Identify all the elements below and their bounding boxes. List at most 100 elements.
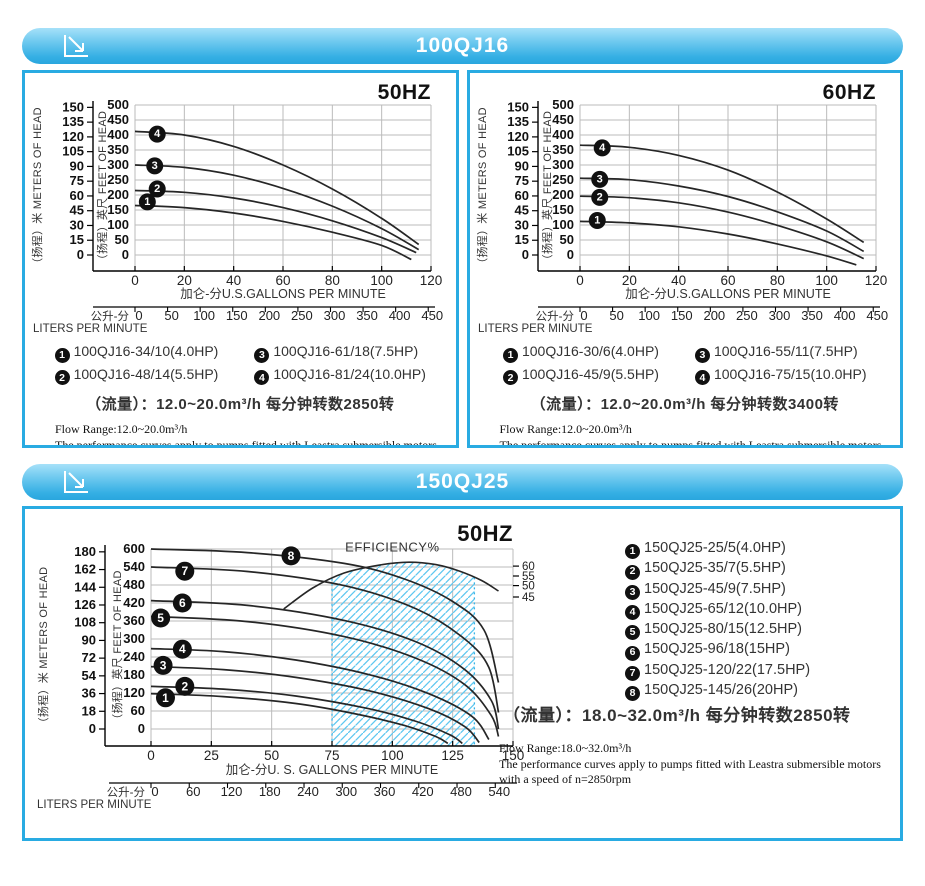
svg-text:126: 126 (74, 597, 96, 612)
svg-text:250: 250 (736, 308, 758, 323)
svg-text:300: 300 (768, 308, 790, 323)
panel-100qj16-50hz: 0 20 40 60 80 100 120 加仑-分U.S.GALLONS PER MINUT… (22, 70, 459, 448)
flow-note-en-50hz: Flow Range:12.0~20.0m³/h The performance… (55, 422, 448, 445)
svg-text:30: 30 (514, 217, 528, 232)
svg-text:0: 0 (122, 247, 129, 262)
curve-legend-100qj16-50hz: 1 100QJ16-34/10(4.0HP) 2 100QJ16-48/14(5.5H… (25, 342, 456, 385)
catalog-page: 100QJ16 0 20 40 60 80 100 120 加仑-分U.S.GALLONS P… (0, 28, 925, 886)
curve-number-badge: 3 (625, 584, 640, 600)
svg-text:120: 120 (864, 273, 887, 288)
curve-number-badge: 3 (254, 347, 270, 363)
svg-text:60: 60 (720, 273, 735, 288)
svg-text:250: 250 (552, 172, 574, 187)
curve-number-badge: 8 (625, 686, 640, 701)
legend-item: 2 100QJ16-45/9(5.5HP) (502, 365, 659, 385)
svg-text:50: 50 (609, 308, 623, 323)
svg-text:（扬程）米 METERS OF HEAD: （扬程）米 METERS OF HEAD (30, 107, 44, 269)
curve-number-badge: 1 (54, 347, 70, 363)
svg-text:480: 480 (450, 784, 472, 799)
svg-text:500: 500 (552, 97, 574, 112)
corner-arrow-icon (64, 35, 88, 57)
legend-label: 150QJ25-80/15(12.5HP) (644, 621, 802, 637)
svg-text:200: 200 (552, 187, 574, 202)
svg-text:公升-分: 公升-分 (91, 310, 130, 323)
flow-range-line: Flow Range:12.0~20.0m³/h (499, 422, 632, 436)
flow-rate-cn-60hz: （流量）：12.0~20.0m³/h 每分钟转数3400转 (530, 396, 839, 413)
svg-text:50HZ: 50HZ (457, 523, 513, 546)
svg-text:300: 300 (552, 157, 574, 172)
legend-label: 100QJ16-81/24(10.0HP) (273, 365, 426, 382)
svg-text:6: 6 (179, 596, 186, 610)
svg-text:0: 0 (576, 273, 584, 288)
svg-text:150: 150 (62, 99, 84, 114)
svg-text:4: 4 (599, 142, 606, 154)
svg-text:450: 450 (552, 112, 574, 127)
svg-text:50: 50 (522, 581, 535, 593)
pump-chart-100qj16-50hz: 0 20 40 60 80 100 120 加仑-分U.S.GALLONS PER MINUT… (29, 81, 456, 340)
svg-text:40: 40 (226, 273, 241, 288)
legend-item: 4 150QJ25-65/12(10.0HP) (625, 600, 810, 620)
svg-text:（扬程）英尺 FEET OF HEAD: （扬程）英尺 FEET OF HEAD (95, 111, 109, 266)
curve-number-badge: 7 (625, 665, 640, 681)
svg-text:150: 150 (226, 308, 248, 323)
svg-text:200: 200 (107, 187, 129, 202)
curve-number-badge: 1 (502, 347, 518, 363)
svg-text:420: 420 (412, 784, 434, 799)
legend-item: 5 150QJ25-80/15(12.5HP) (625, 620, 810, 641)
performance-note-line: The performance curves apply to pumps fi… (499, 756, 881, 771)
svg-text:公升-分: 公升-分 (107, 786, 146, 799)
corner-arrow-icon (64, 471, 88, 493)
svg-text:180: 180 (74, 544, 96, 559)
svg-text:420: 420 (123, 595, 145, 610)
svg-text:300: 300 (123, 631, 145, 646)
legend-label: 100QJ16-75/15(10.0HP) (713, 365, 867, 382)
svg-text:45: 45 (70, 203, 84, 218)
svg-text:（扬程）英尺 FEET OF HEAD: （扬程）英尺 FEET OF HEAD (110, 570, 124, 725)
legend-label: 100QJ16-55/11(7.5HP) (713, 343, 858, 359)
svg-text:5: 5 (157, 611, 164, 625)
svg-text:200: 200 (703, 308, 725, 323)
svg-text:0: 0 (131, 273, 139, 288)
flow-note-en-60hz: Flow Range:12.0~20.0m³/h The performance… (499, 422, 893, 448)
section-title-100qj16: 100QJ16 (415, 34, 510, 57)
performance-note-line: The performance curves apply to pumps fi… (499, 437, 882, 448)
svg-text:2: 2 (154, 183, 160, 195)
svg-text:60: 60 (514, 188, 528, 203)
svg-text:120: 120 (62, 129, 84, 144)
svg-text:125: 125 (441, 748, 464, 763)
svg-text:0: 0 (151, 784, 158, 799)
svg-text:4: 4 (179, 642, 186, 656)
svg-text:100: 100 (193, 308, 215, 323)
svg-text:240: 240 (297, 784, 319, 799)
svg-text:240: 240 (123, 649, 145, 664)
section-title-150qj25: 150QJ25 (415, 470, 510, 493)
svg-text:3: 3 (152, 160, 158, 172)
svg-text:350: 350 (552, 142, 574, 157)
curve-number-badge: 2 (54, 370, 70, 385)
svg-text:350: 350 (356, 308, 378, 323)
svg-text:120: 120 (507, 129, 529, 144)
svg-text:15: 15 (70, 232, 84, 247)
svg-text:60: 60 (186, 784, 200, 799)
flow-note-en-150qj25: Flow Range:18.0~32.0m³/h The performance… (499, 741, 881, 788)
legend-item: 3 150QJ25-45/9(7.5HP) (625, 580, 810, 600)
svg-text:0: 0 (77, 247, 84, 262)
legend-item: 7 150QJ25-120/22(17.5HP) (625, 661, 810, 681)
svg-text:60: 60 (70, 188, 84, 203)
svg-text:90: 90 (82, 632, 96, 647)
svg-text:162: 162 (74, 562, 96, 577)
svg-text:480: 480 (123, 577, 145, 592)
svg-text:1: 1 (162, 691, 169, 705)
svg-text:60: 60 (275, 273, 290, 288)
panel-150qj25-50hz: 0 25 50 75 100 125 150 加仑-分U. S. GALLONS PER MI… (22, 506, 903, 841)
curve-number-badge: 6 (625, 645, 640, 661)
svg-text:180: 180 (259, 784, 281, 799)
svg-text:60: 60 (522, 561, 535, 573)
curve-number-badge: 4 (254, 370, 270, 385)
svg-text:120: 120 (221, 784, 243, 799)
svg-text:1: 1 (144, 196, 150, 208)
svg-text:54: 54 (82, 668, 97, 683)
svg-text:540: 540 (488, 784, 510, 799)
legend-label: 150QJ25-120/22(17.5HP) (644, 661, 811, 678)
svg-text:（扬程）米 METERS OF HEAD: （扬程）米 METERS OF HEAD (475, 107, 489, 269)
